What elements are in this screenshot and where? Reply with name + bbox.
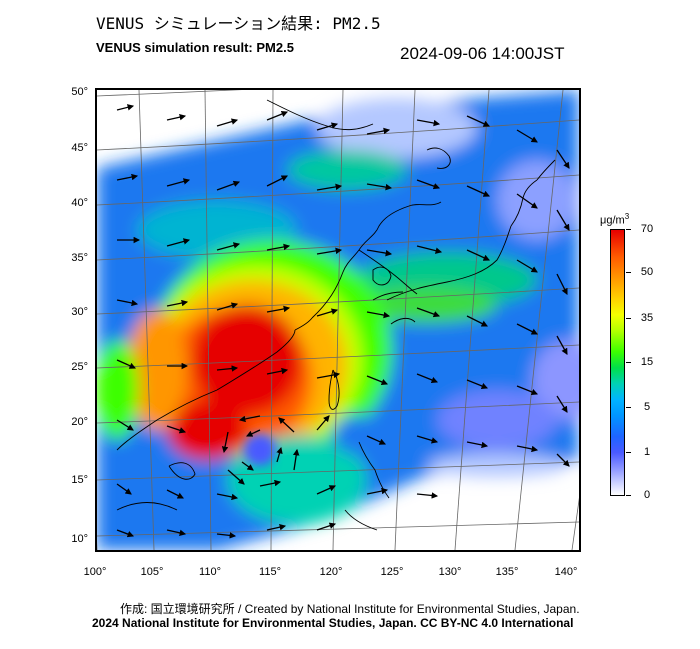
colorbar-tick-label: 5 <box>643 401 651 413</box>
colorbar-tick-label: 70 <box>640 223 654 235</box>
credit-created-by: 作成: 国立環境研究所 / Created by National Instit… <box>120 602 580 616</box>
lon-label: 110° <box>199 566 221 578</box>
lon-label: 125° <box>380 566 404 578</box>
lat-label: 15° <box>71 474 88 486</box>
colorbar-tick-label: 35 <box>640 312 654 324</box>
timestamp: 2024-09-06 14:00JST <box>400 44 565 63</box>
colorbar-tick-label: 0 <box>643 489 651 501</box>
lat-label: 10° <box>71 533 88 545</box>
lat-label: 20° <box>71 416 88 428</box>
lon-label: 115° <box>259 566 281 578</box>
colorbar-tick-label: 15 <box>640 356 654 368</box>
lat-label: 30° <box>71 306 88 318</box>
lon-label: 105° <box>140 566 164 578</box>
colorbar <box>610 229 625 496</box>
lon-label: 130° <box>438 566 462 578</box>
map-canvas <box>97 90 579 550</box>
pm25-map[interactable] <box>95 88 581 552</box>
colorbar-unit: μg/m3 <box>600 212 630 227</box>
lat-label: 45° <box>71 142 88 154</box>
lat-label: 40° <box>71 197 88 209</box>
wind-vectors <box>116 104 570 539</box>
coastlines <box>116 99 556 531</box>
colorbar-tick-label: 1 <box>643 446 651 458</box>
credit-copyright: 2024 National Institute for Environmenta… <box>92 616 574 630</box>
page-title-jp: VENUS シミュレーション結果: PM2.5 <box>96 14 381 33</box>
lon-label: 120° <box>319 566 343 578</box>
colorbar-tick-label: 50 <box>640 266 654 278</box>
concentration-field <box>97 90 579 550</box>
graticule <box>97 90 579 550</box>
lon-label: 140° <box>554 566 578 578</box>
lon-label: 135° <box>495 566 519 578</box>
lat-label: 25° <box>71 361 88 373</box>
lon-label: 100° <box>83 566 107 578</box>
page-title-en: VENUS simulation result: PM2.5 <box>96 40 294 55</box>
lat-label: 35° <box>71 252 88 264</box>
lat-label: 50° <box>71 86 88 98</box>
